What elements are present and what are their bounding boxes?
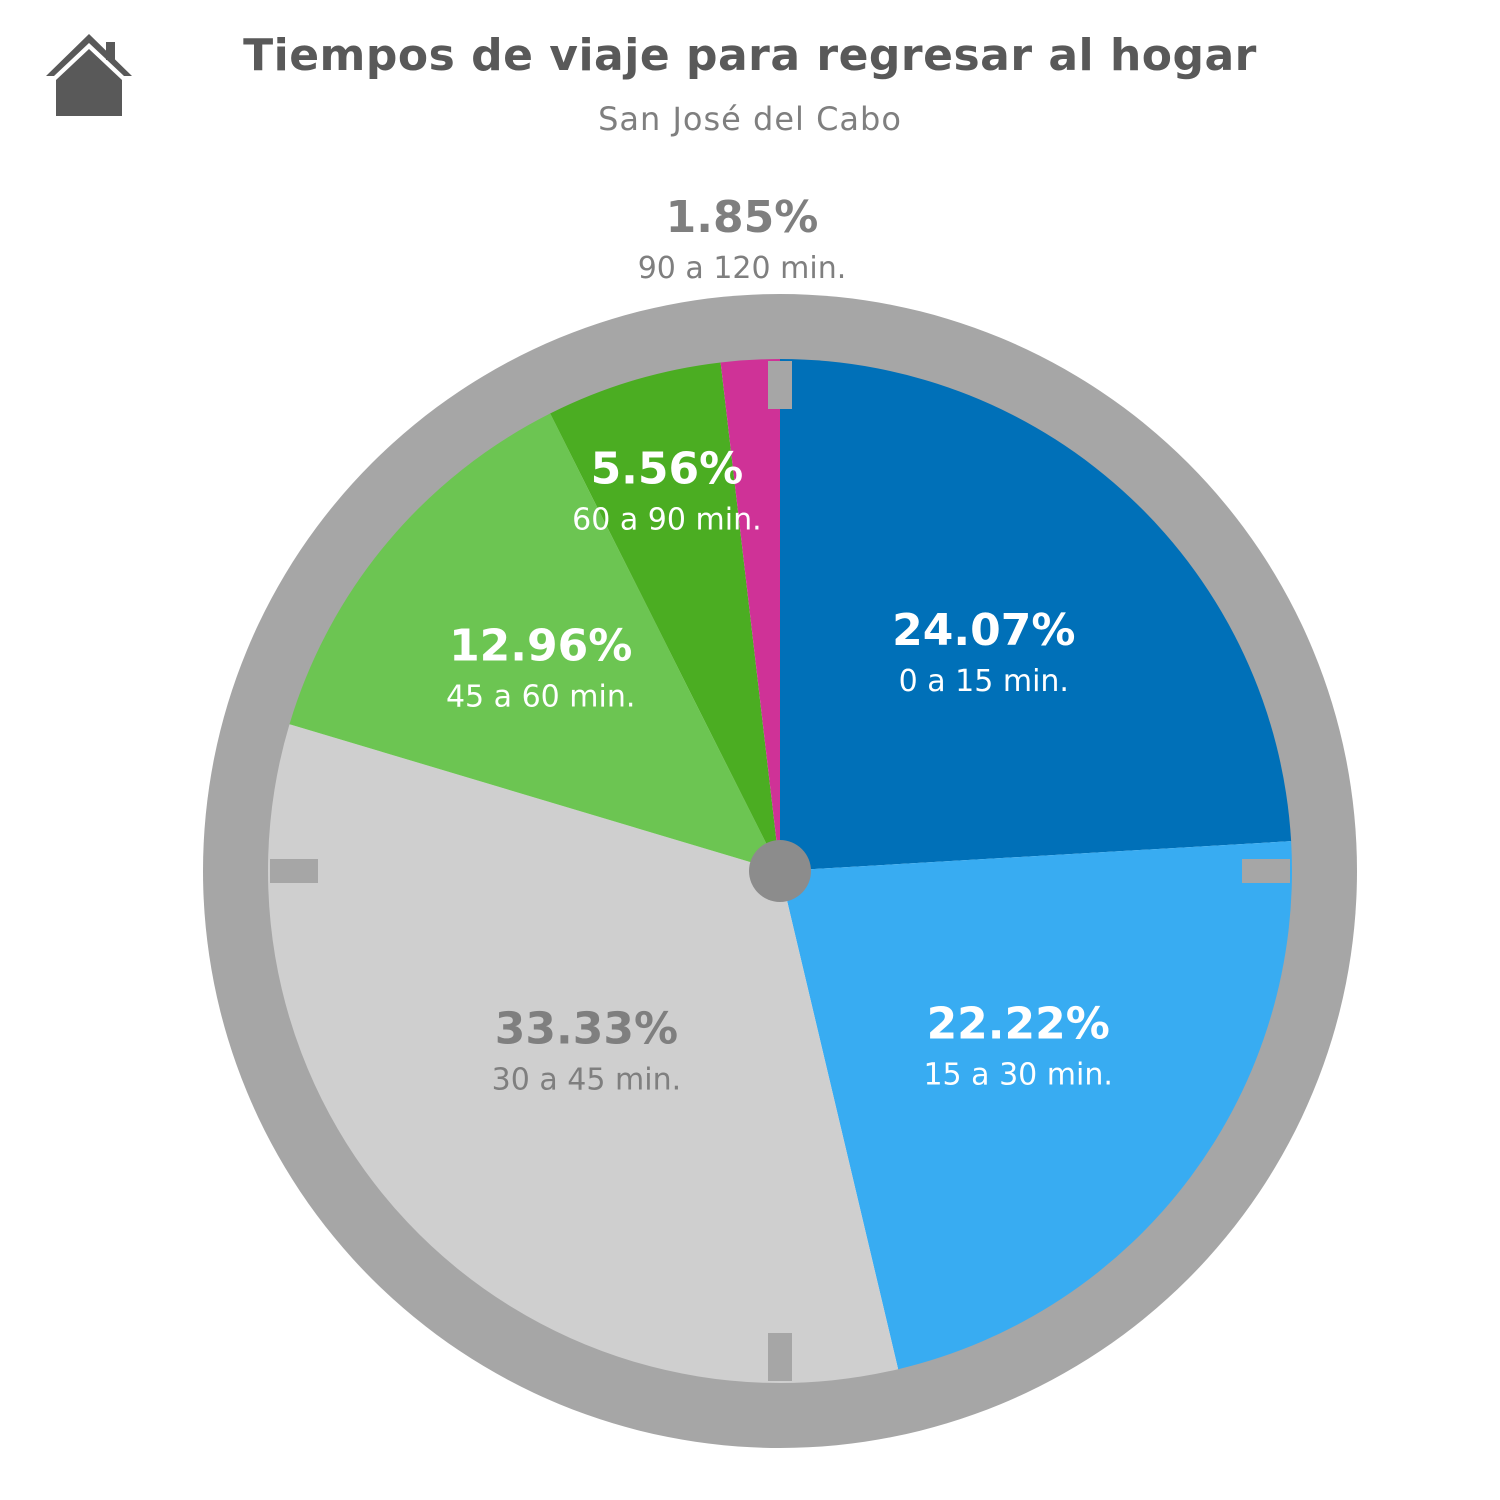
tick-mark-12 <box>768 361 792 409</box>
slice-percent-label: 24.07% <box>892 605 1075 656</box>
slice-percent-label: 33.33% <box>495 1004 678 1055</box>
slice-range-label: 30 a 45 min. <box>492 1063 681 1098</box>
chart-title: Tiempos de viaje para regresar al hogar <box>243 30 1257 81</box>
pie-slice <box>289 413 780 871</box>
slice-percent-label: 22.22% <box>927 998 1110 1049</box>
pie-slice <box>720 359 780 871</box>
tick-mark-6 <box>768 1333 792 1381</box>
pie-slice <box>780 359 1292 871</box>
slice-percent-label: 1.85% <box>666 192 819 243</box>
center-dot <box>749 840 811 902</box>
home-icon[interactable] <box>42 30 136 118</box>
tick-mark-3 <box>1242 859 1290 883</box>
pie-slice <box>267 724 899 1384</box>
slice-range-label: 45 a 60 min. <box>446 679 635 714</box>
chart-subtitle: San José del Cabo <box>598 100 902 138</box>
slice-range-label: 15 a 30 min. <box>923 1057 1112 1092</box>
pie-slice <box>550 362 780 871</box>
slice-percent-label: 5.56% <box>591 443 744 494</box>
slice-range-label: 90 a 120 min. <box>638 251 847 286</box>
tick-mark-9 <box>270 859 318 883</box>
slice-range-label: 60 a 90 min. <box>572 502 761 537</box>
pie-slice <box>780 841 1292 1370</box>
slice-range-label: 0 a 15 min. <box>899 664 1069 699</box>
slice-percent-label: 12.96% <box>449 620 632 671</box>
